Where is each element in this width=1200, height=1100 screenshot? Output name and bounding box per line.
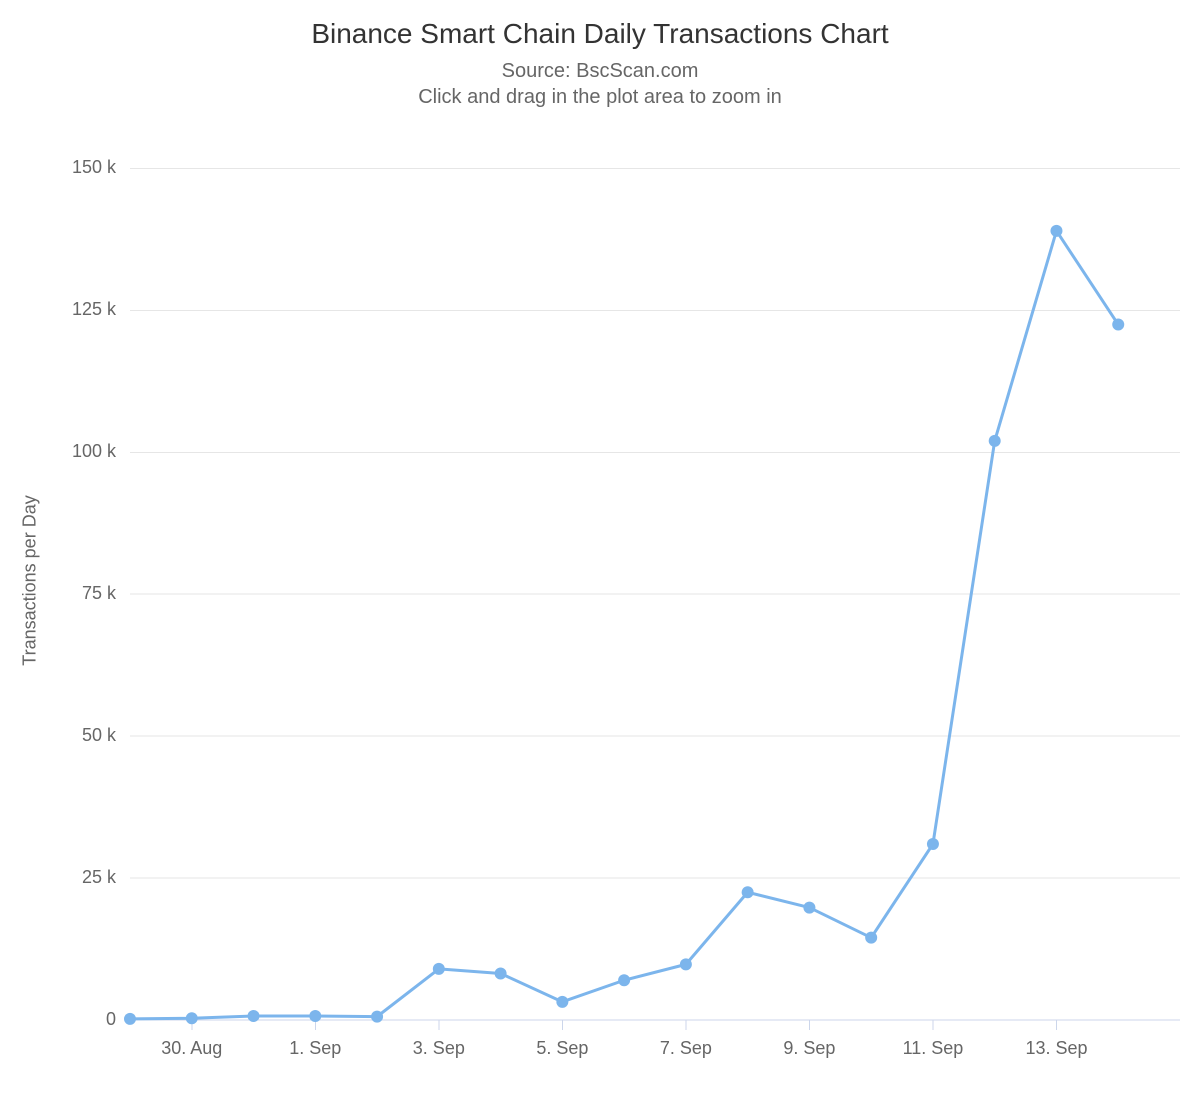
y-tick-label: 0 xyxy=(106,1009,116,1029)
y-tick-label: 100 k xyxy=(72,441,117,461)
x-tick-label: 7. Sep xyxy=(660,1038,712,1058)
data-point[interactable] xyxy=(309,1010,321,1022)
data-point[interactable] xyxy=(433,963,445,975)
data-point[interactable] xyxy=(927,838,939,850)
chart-container: Binance Smart Chain Daily Transactions C… xyxy=(0,0,1200,1100)
y-tick-label: 50 k xyxy=(82,725,117,745)
data-point[interactable] xyxy=(618,974,630,986)
x-tick-label: 13. Sep xyxy=(1025,1038,1087,1058)
data-point[interactable] xyxy=(495,967,507,979)
x-tick-label: 1. Sep xyxy=(289,1038,341,1058)
data-point[interactable] xyxy=(1112,319,1124,331)
data-point[interactable] xyxy=(803,902,815,914)
data-point[interactable] xyxy=(742,886,754,898)
data-point[interactable] xyxy=(865,932,877,944)
series-line[interactable] xyxy=(130,231,1118,1019)
x-tick-label: 5. Sep xyxy=(536,1038,588,1058)
y-tick-label: 75 k xyxy=(82,583,117,603)
chart-plot-area[interactable]: 0 25 k 50 k 75 k 100 k 125 k 150 k 30. Aug 1. Se… xyxy=(0,0,1200,1100)
x-tick-label: 3. Sep xyxy=(413,1038,465,1058)
y-tick-label: 25 k xyxy=(82,867,117,887)
data-point[interactable] xyxy=(124,1013,136,1025)
data-point[interactable] xyxy=(989,435,1001,447)
data-point[interactable] xyxy=(680,958,692,970)
data-point[interactable] xyxy=(186,1012,198,1024)
x-tick-label: 30. Aug xyxy=(161,1038,222,1058)
data-point[interactable] xyxy=(1050,225,1062,237)
x-tick-label: 11. Sep xyxy=(903,1038,964,1058)
x-tick-label: 9. Sep xyxy=(783,1038,835,1058)
y-tick-label: 125 k xyxy=(72,299,117,319)
data-point[interactable] xyxy=(371,1011,383,1023)
data-point[interactable] xyxy=(248,1010,260,1022)
y-tick-label: 150 k xyxy=(72,157,117,177)
data-point[interactable] xyxy=(556,996,568,1008)
